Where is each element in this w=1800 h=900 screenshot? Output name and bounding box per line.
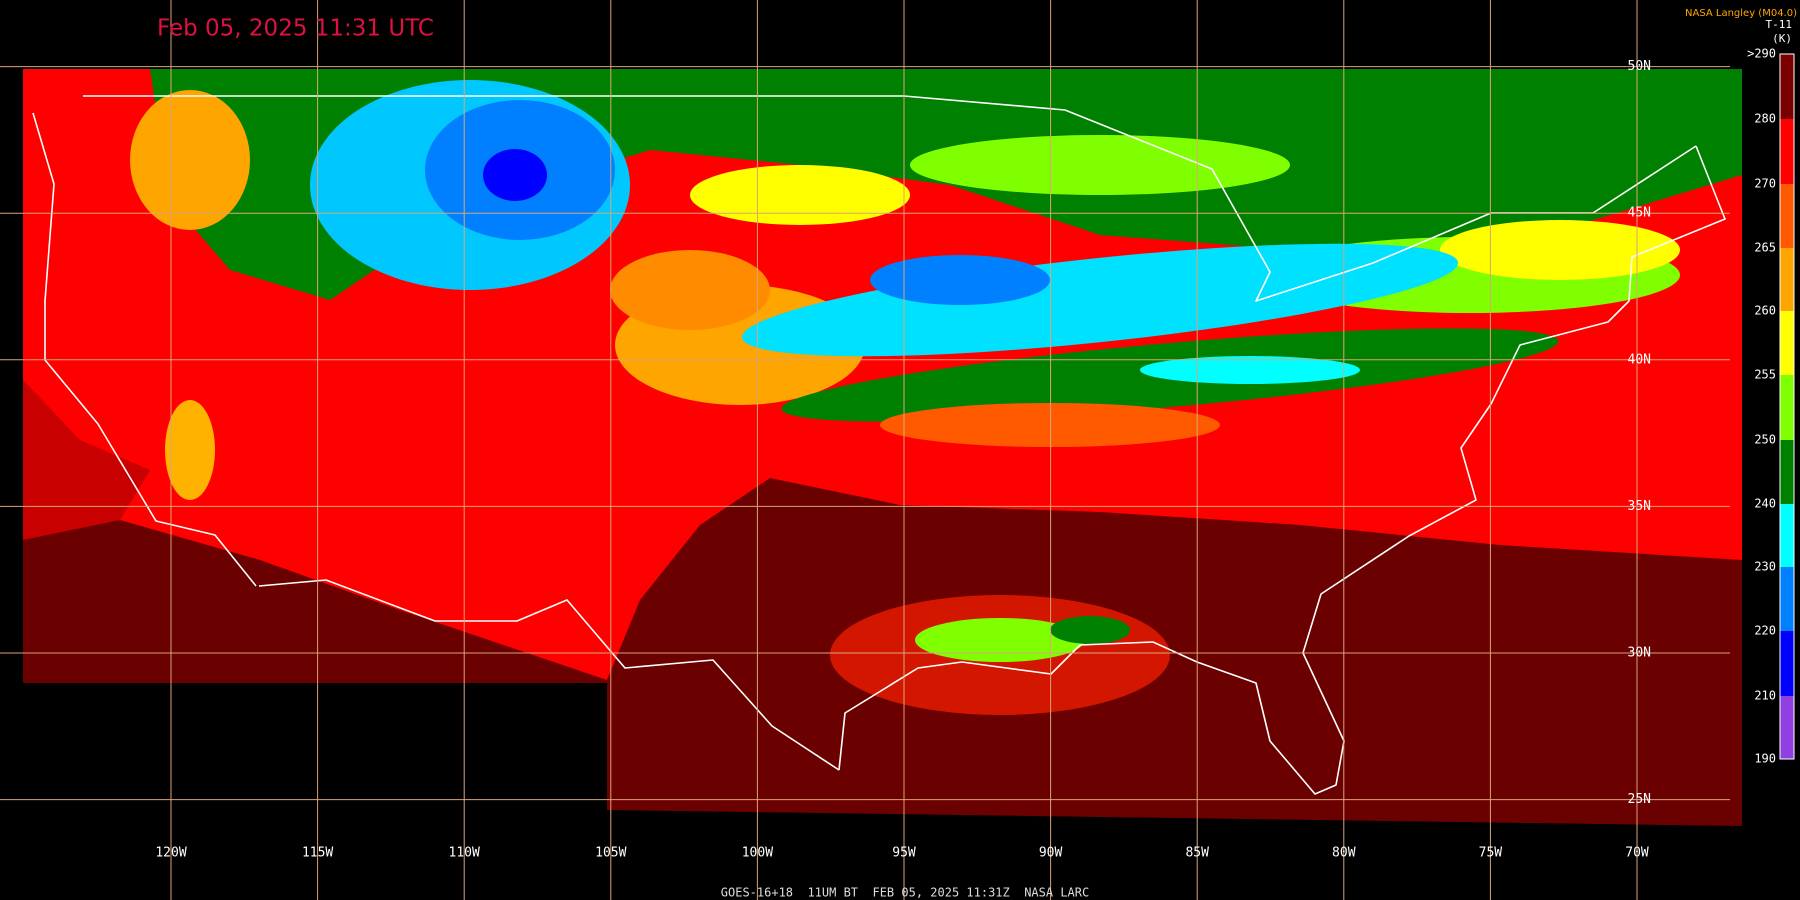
longitude-label: 115W [302, 846, 333, 861]
latitude-label: 50N [1628, 59, 1651, 74]
longitude-label: 105W [595, 846, 626, 861]
colorbar-frame [1779, 53, 1795, 760]
colorbar-segment [1780, 631, 1794, 696]
latitude-label: 25N [1628, 792, 1651, 807]
colorbar-label: 255 [1754, 368, 1776, 382]
colorbar-segment [1780, 311, 1794, 375]
latitude-label: 40N [1628, 352, 1651, 367]
longitude-label: 85W [1185, 846, 1209, 861]
footer: GOES-16+18 11UM BT FEB 05, 2025 11:31Z N… [721, 886, 1089, 900]
colorbar: >290 280 270 265 260 255 250 240 230 220 210 190 [1747, 47, 1795, 766]
colorbar-unit: (K) [1772, 32, 1792, 45]
colorbar-segment [1780, 696, 1794, 759]
credit: NASA Langley (M04.0) [1685, 8, 1797, 19]
longitude-label: 80W [1332, 846, 1356, 861]
colorbar-segment [1780, 119, 1794, 184]
longitude-label: 95W [892, 846, 916, 861]
mexico-border [258, 579, 840, 771]
colorbar-label: 265 [1754, 241, 1776, 255]
colorbar-title: T-11 [1766, 18, 1793, 31]
longitude-label: 100W [742, 846, 773, 861]
colorbar-segment [1780, 54, 1794, 119]
colorbar-label: 220 [1754, 624, 1776, 638]
colorbar-label: 210 [1754, 689, 1776, 703]
longitude-label: 90W [1039, 846, 1063, 861]
latitude-label: 45N [1628, 206, 1651, 221]
colorbar-label: >290 [1747, 47, 1776, 61]
colorbar-label: 190 [1754, 752, 1776, 766]
colorbar-segment [1780, 184, 1794, 248]
colorbar-label: 230 [1754, 560, 1776, 574]
colorbar-label: 270 [1754, 177, 1776, 191]
latitude-label: 35N [1628, 499, 1651, 514]
timestamp: Feb 05, 2025 11:31 UTC [157, 16, 434, 42]
colorbar-segment [1780, 440, 1794, 504]
graticule [0, 0, 1730, 900]
colorbar-label: 240 [1754, 497, 1776, 511]
longitude-label: 75W [1479, 846, 1503, 861]
colorbar-label: 250 [1754, 433, 1776, 447]
colorbar-segment [1780, 504, 1794, 567]
colorbar-segment [1780, 375, 1794, 440]
longitude-label: 110W [449, 846, 480, 861]
colorbar-segment [1780, 248, 1794, 311]
longitude-label: 70W [1625, 846, 1649, 861]
latitude-label: 30N [1628, 646, 1651, 661]
labels: 120W 115W 110W 105W 100W 95W 90W 85W 80W 75W 70W 50… [155, 59, 1651, 860]
colorbar-segment [1780, 567, 1794, 631]
longitude-label: 120W [155, 846, 186, 861]
west-coast [32, 112, 257, 587]
colorbar-label: 260 [1754, 304, 1776, 318]
colorbar-label: 280 [1754, 112, 1776, 126]
